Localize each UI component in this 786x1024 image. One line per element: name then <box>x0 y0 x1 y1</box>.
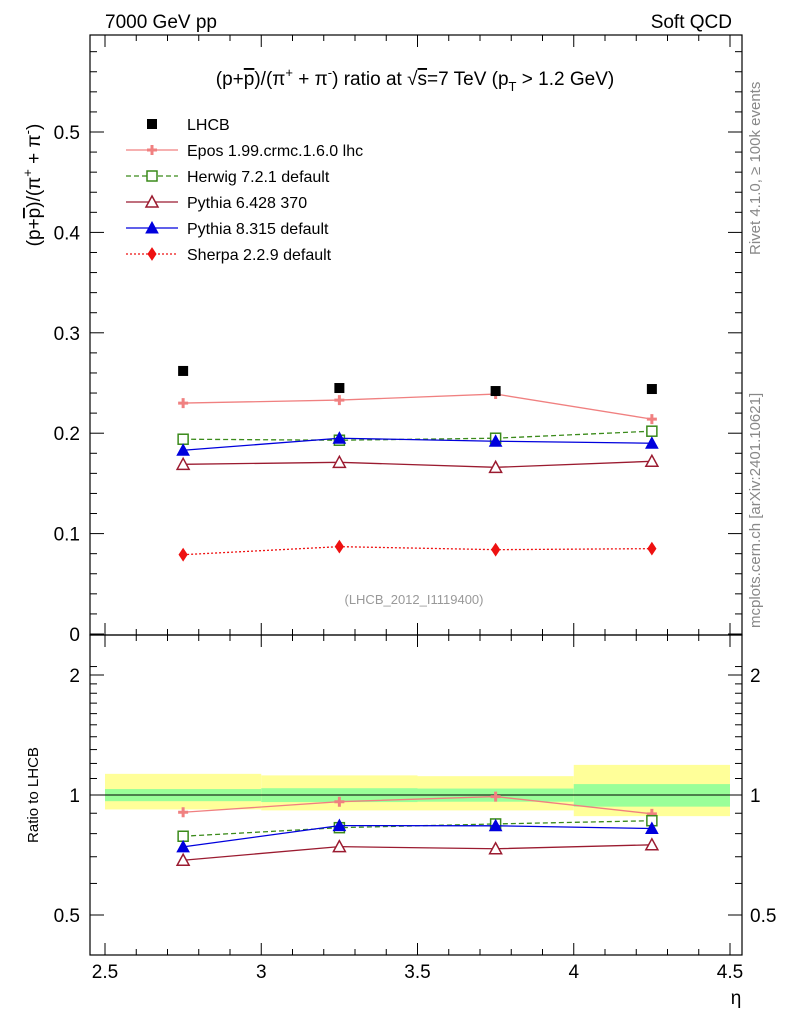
x-axis-label: η <box>731 988 742 1009</box>
legend-marker <box>147 119 157 129</box>
ratio-point-0 <box>334 796 345 807</box>
x-tick-label: 3 <box>256 962 267 983</box>
ratio-point-3 <box>176 839 190 853</box>
series-point-3 <box>332 431 347 444</box>
legend-entry: Pythia 8.315 default <box>187 221 329 238</box>
series-point-2 <box>332 454 347 469</box>
ratio-point-3 <box>488 818 503 832</box>
data-point <box>646 384 657 395</box>
ratio-point-3 <box>645 821 659 835</box>
series-line-4 <box>183 546 652 556</box>
series-point-4 <box>334 539 344 554</box>
series-point-3 <box>488 434 503 447</box>
y-axis-label: (p+p)/(π+ + π-) <box>20 124 45 247</box>
ratio-point-2 <box>175 852 191 866</box>
mcplots-label: mcplots.cern.ch [arXiv:2401.10621] <box>747 393 764 628</box>
legend-entry: LHCB <box>187 117 230 134</box>
legend-marker <box>147 145 157 155</box>
ratio-point-0 <box>490 791 501 802</box>
ratio-line-2 <box>183 844 652 861</box>
series-point-3 <box>645 436 659 449</box>
series-point-1 <box>646 425 658 437</box>
ratio-point-1 <box>177 830 189 842</box>
ratio-point-2 <box>332 839 347 853</box>
ratio-point-2 <box>488 841 503 855</box>
ratio-tick-label-right: 2 <box>750 666 761 687</box>
collision-label: 7000 GeV pp <box>105 12 217 33</box>
legend-entry: Sherpa 2.2.9 default <box>187 247 332 264</box>
legend-marker <box>145 220 159 234</box>
series-point-0 <box>334 395 345 406</box>
plot-title: (p+p)/(π+ + π-) ratio at √s=7 TeV (pT > … <box>216 65 614 94</box>
ratio-point-3 <box>332 818 347 832</box>
series-point-3 <box>176 443 190 456</box>
rivet-version-label: Rivet 4.1.0, ≥ 100k events <box>747 82 764 255</box>
legend-marker <box>144 194 160 208</box>
x-tick-label: 2.5 <box>92 962 118 983</box>
category-label: Soft QCD <box>651 12 732 33</box>
legend-marker <box>146 170 158 182</box>
series-point-2 <box>488 459 503 474</box>
series-line-3 <box>183 437 652 451</box>
legend-marker <box>147 247 157 261</box>
y-tick-label: 0 <box>69 625 80 646</box>
ratio-point-2 <box>644 837 660 851</box>
legend-entry: Epos 1.99.crmc.1.6.0 lhc <box>187 143 363 160</box>
ratio-point-0 <box>178 807 189 818</box>
data-point <box>490 386 501 397</box>
ratio-tick-label: 2 <box>69 666 80 687</box>
series-line-0 <box>183 393 652 420</box>
legend-entry: Herwig 7.2.1 default <box>187 169 330 186</box>
ratio-axis-label: Ratio to LHCB <box>25 747 42 843</box>
y-tick-label: 0.4 <box>54 223 81 244</box>
series-point-2 <box>175 456 191 471</box>
legend-entry: Pythia 6.428 370 <box>187 195 307 212</box>
series-point-0 <box>178 398 189 409</box>
data-point <box>334 383 345 394</box>
x-tick-label: 4 <box>568 962 579 983</box>
ratio-line-3 <box>183 824 652 848</box>
series-point-0 <box>646 414 657 425</box>
data-point <box>178 365 189 376</box>
series-point-2 <box>644 453 660 468</box>
y-tick-label: 0.1 <box>54 525 80 546</box>
y-tick-label: 0.5 <box>54 123 80 144</box>
y-tick-label: 0.3 <box>54 324 80 345</box>
analysis-id-label: (LHCB_2012_I1119400) <box>344 592 483 607</box>
ratio-tick-label-right: 0.5 <box>750 906 776 927</box>
series-point-1 <box>177 433 189 445</box>
y-tick-label: 0.2 <box>54 424 80 445</box>
ratio-tick-label-right: 1 <box>750 786 761 807</box>
ratio-line-0 <box>183 795 652 815</box>
ratio-tick-label: 1 <box>69 786 80 807</box>
x-tick-label: 3.5 <box>404 962 430 983</box>
series-line-2 <box>183 460 652 468</box>
ratio-tick-label: 0.5 <box>54 906 80 927</box>
series-point-4 <box>178 547 188 562</box>
series-line-1 <box>183 430 652 441</box>
x-tick-label: 4.5 <box>717 962 743 983</box>
series-point-4 <box>491 542 501 557</box>
ratio-line-1 <box>183 820 652 837</box>
series-point-4 <box>647 541 657 556</box>
